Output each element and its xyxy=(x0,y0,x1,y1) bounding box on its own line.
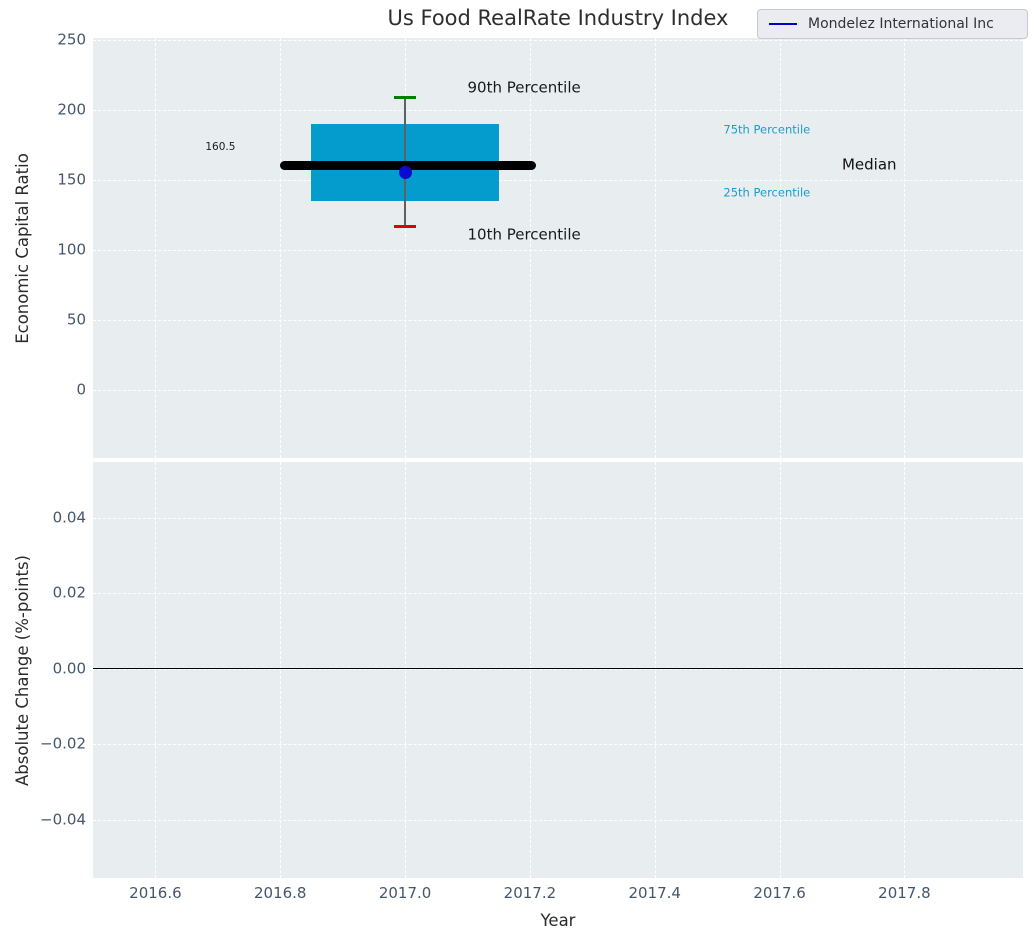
gridline-horizontal xyxy=(93,517,1023,519)
x-tick-label: 2017.2 xyxy=(503,884,557,902)
gridline-horizontal xyxy=(93,39,1023,41)
zero-line xyxy=(93,667,1023,669)
company-marker-dot xyxy=(398,166,412,180)
gridline-vertical xyxy=(529,462,531,878)
gridline-horizontal xyxy=(93,249,1023,251)
whisker-cap-90th-icon xyxy=(393,95,417,99)
x-tick-label: 2017.6 xyxy=(753,884,806,902)
annotation-75th-percentile: 75th Percentile xyxy=(723,121,811,136)
gridline-horizontal xyxy=(93,389,1023,391)
gridline-vertical xyxy=(904,462,906,878)
legend: Mondelez International Inc xyxy=(757,9,1028,39)
gridline-vertical xyxy=(155,462,157,878)
y-tick-label: 0.00 xyxy=(52,659,86,678)
gridline-horizontal xyxy=(93,179,1023,181)
gridline-vertical xyxy=(405,462,407,878)
x-tick-label: 2017.4 xyxy=(628,884,681,902)
y-tick-label: 0 xyxy=(76,380,86,399)
gridline-vertical xyxy=(779,38,781,458)
y-tick-label: 100 xyxy=(57,240,86,259)
gridline-horizontal xyxy=(93,109,1023,111)
y-tick-label: 150 xyxy=(57,170,86,189)
x-tick-label: 2017.8 xyxy=(878,884,931,902)
gridline-vertical xyxy=(280,462,282,878)
median-line xyxy=(280,160,537,170)
annotation-10th-percentile: 10th Percentile xyxy=(467,225,581,244)
y-tick-label: 0.02 xyxy=(52,583,86,602)
y-tick-label: −0.02 xyxy=(40,734,86,753)
gridline-horizontal xyxy=(93,668,1023,670)
y-tick-label: −0.04 xyxy=(40,810,86,829)
gridline-horizontal xyxy=(93,593,1023,595)
y-tick-label: 0.04 xyxy=(52,508,86,527)
y-tick-label: 200 xyxy=(57,100,86,119)
x-axis-label: Year xyxy=(540,911,576,930)
legend-line-icon xyxy=(769,23,797,25)
y-tick-label: 250 xyxy=(57,30,86,49)
gridline-horizontal xyxy=(93,319,1023,321)
gridline-vertical xyxy=(155,38,157,458)
x-tick-label: 2016.8 xyxy=(253,884,307,902)
chart-title: Us Food RealRate Industry Index xyxy=(387,6,729,30)
legend-label: Mondelez International Inc xyxy=(808,16,994,32)
gridline-vertical xyxy=(904,38,906,458)
gridline-horizontal xyxy=(93,744,1023,746)
gridline-vertical xyxy=(654,462,656,878)
gridline-vertical xyxy=(779,462,781,878)
gridline-vertical xyxy=(280,38,282,458)
annotation-median-value: 160.5 xyxy=(205,140,236,153)
gridline-horizontal xyxy=(93,819,1023,821)
bottom-plot-area xyxy=(93,462,1023,878)
whisker-cap-10th-icon xyxy=(393,224,417,228)
annotation-25th-percentile: 25th Percentile xyxy=(723,184,811,199)
y-tick-label: 50 xyxy=(66,310,86,329)
top-plot-area: 90th Percentile 10th Percentile 160.5 75th … xyxy=(93,38,1023,458)
x-tick-label: 2016.6 xyxy=(129,884,182,902)
x-tick-label: 2017.0 xyxy=(378,884,432,902)
annotation-90th-percentile: 90th Percentile xyxy=(467,78,581,97)
annotation-median-label: Median xyxy=(841,155,897,174)
gridline-vertical xyxy=(405,38,407,458)
gridline-vertical xyxy=(529,38,531,458)
gridline-vertical xyxy=(654,38,656,458)
